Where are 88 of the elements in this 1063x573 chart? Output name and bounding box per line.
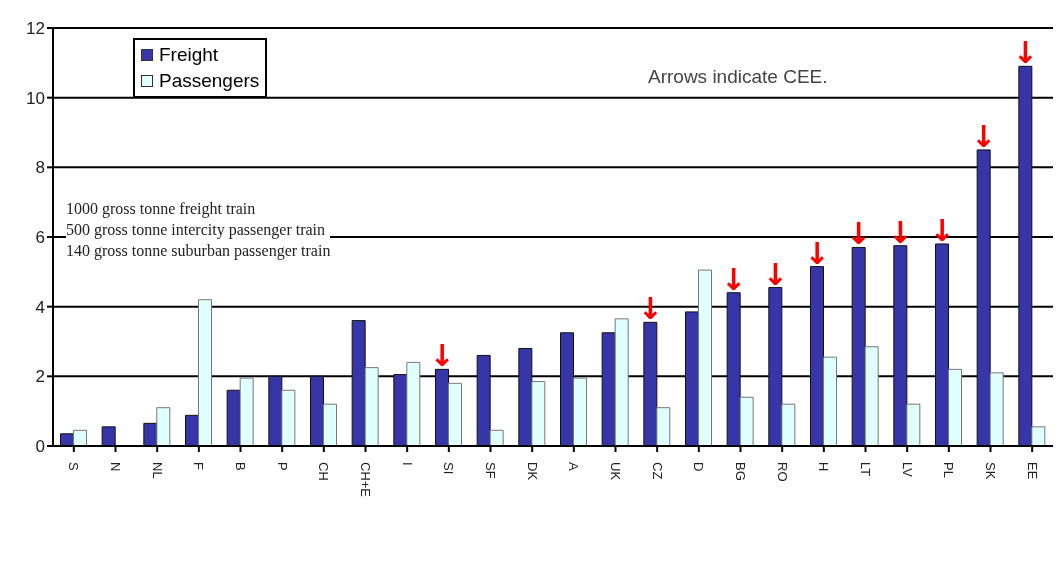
bar	[351, 320, 366, 446]
bar	[573, 377, 587, 446]
bar	[893, 245, 908, 446]
bar	[614, 318, 629, 446]
x-tick-label: NL	[149, 462, 165, 479]
annotation: 500 gross tonne intercity passenger train	[66, 220, 327, 240]
bar	[864, 346, 879, 446]
bar	[448, 382, 462, 446]
y-tick-label: 10	[26, 88, 45, 108]
annotation: Arrows indicate CEE.	[648, 66, 828, 88]
bar	[268, 375, 283, 446]
bar	[643, 321, 658, 446]
bar	[393, 374, 408, 446]
x-tick-label: EE	[1024, 462, 1040, 480]
x-tick-label: N	[107, 462, 123, 472]
y-tick-label: 12	[26, 19, 45, 39]
bar	[685, 311, 699, 446]
annotation: ↓	[721, 261, 747, 297]
bar	[281, 389, 296, 446]
bar	[226, 389, 241, 446]
bar	[781, 403, 796, 446]
x-tick-label: CH	[316, 462, 332, 481]
x-tick-label: B	[232, 462, 248, 471]
bar	[935, 243, 949, 446]
bar	[198, 299, 212, 446]
bar	[726, 292, 741, 446]
annotation: ↓	[429, 338, 455, 374]
x-tick-label: LT	[857, 462, 873, 477]
bar	[989, 372, 1004, 446]
bar	[768, 287, 783, 446]
x-tick-label: D	[691, 462, 707, 472]
bar	[698, 269, 712, 446]
bar	[948, 368, 962, 446]
legend-label: Freight	[159, 43, 219, 67]
annotation: ↓	[762, 256, 788, 292]
x-tick-label: A	[566, 462, 582, 471]
annotation: 1000 gross tonne freight train	[66, 199, 257, 219]
y-tick-label: 4	[35, 297, 45, 317]
x-tick-label: SK	[982, 462, 998, 480]
bar	[435, 368, 449, 446]
x-tick-label: RO	[774, 462, 790, 482]
legend-label: Passengers	[159, 69, 260, 93]
bar	[310, 375, 324, 446]
x-tick-label: LV	[899, 462, 915, 478]
bar	[73, 429, 87, 446]
bar	[906, 403, 921, 446]
bar	[810, 266, 824, 446]
x-tick-label: DK	[524, 462, 540, 481]
bar	[323, 403, 337, 446]
x-tick-label: I	[399, 462, 415, 466]
x-tick-label: F	[191, 462, 207, 470]
annotation: ↓	[804, 235, 830, 271]
bar	[364, 367, 379, 446]
bar	[406, 361, 421, 446]
y-tick-label: 6	[35, 228, 45, 248]
x-tick-label: SI	[441, 462, 457, 475]
bar	[739, 396, 754, 446]
bar	[489, 429, 504, 446]
bar	[560, 332, 574, 446]
x-tick-label: SF	[482, 462, 498, 479]
bar	[185, 414, 199, 446]
bar	[823, 356, 837, 446]
x-tick-label: CH+E	[357, 462, 373, 498]
x-tick-label: BG	[732, 462, 748, 481]
bar	[156, 407, 171, 446]
annotation: ↓	[971, 118, 997, 154]
bar	[101, 426, 116, 446]
bar	[531, 381, 546, 446]
bar	[239, 377, 254, 446]
y-tick-label: 0	[35, 437, 45, 457]
annotation: 140 gross tonne suburban passenger train	[66, 241, 331, 261]
bar	[1018, 65, 1033, 446]
bar	[601, 332, 616, 446]
x-tick-label: P	[274, 462, 290, 471]
x-tick-label: PL	[941, 462, 957, 478]
bar	[976, 149, 991, 446]
bar	[518, 347, 533, 446]
x-tick-label: S	[66, 462, 82, 471]
x-tick-label: UK	[607, 462, 623, 481]
bar	[656, 407, 671, 446]
annotation: ↓	[1012, 35, 1038, 71]
y-tick-label: 8	[35, 158, 45, 178]
x-tick-label: CZ	[649, 462, 665, 480]
y-tick-label: 2	[35, 367, 45, 387]
bar	[476, 354, 491, 446]
bar	[1031, 426, 1046, 446]
bar	[851, 246, 866, 446]
x-tick-label: H	[816, 462, 832, 472]
